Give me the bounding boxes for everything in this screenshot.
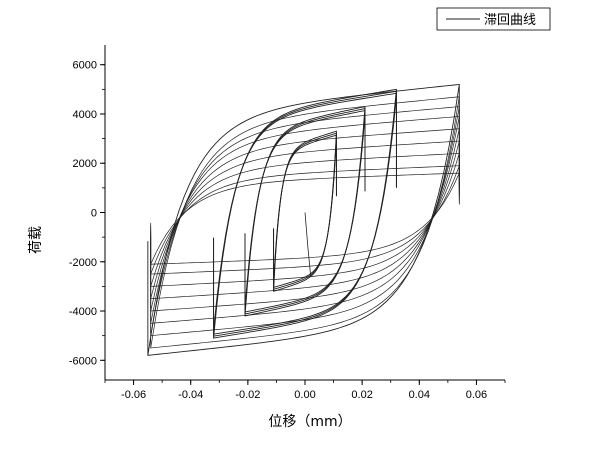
- legend-box: [436, 7, 551, 31]
- legend: 滞回曲线: [436, 7, 551, 31]
- y-tick-label: 2000: [73, 158, 97, 170]
- x-tick-label: 0.04: [409, 389, 430, 401]
- y-tick-label: 6000: [73, 60, 97, 72]
- legend-label: 滞回曲线: [484, 13, 536, 28]
- y-tick-label: -4000: [69, 306, 97, 318]
- degrading-loop: [150, 116, 460, 324]
- hysteresis-loop: [273, 132, 337, 290]
- hysteresis-curves: [147, 83, 460, 356]
- degrading-loop: [150, 140, 460, 300]
- degrading-loop: [150, 172, 460, 265]
- hysteresis-loop: [213, 92, 397, 335]
- hysteresis-loop: [244, 106, 366, 317]
- x-tick-label: 0.06: [466, 389, 487, 401]
- x-tick-label: 0.02: [351, 389, 372, 401]
- hysteresis-loop: [273, 130, 337, 292]
- x-tick-label: -0.04: [178, 389, 203, 401]
- initial-load-line: [304, 212, 312, 277]
- y-tick-label: -2000: [69, 257, 97, 269]
- x-tick-label: -0.02: [235, 389, 260, 401]
- y-tick-label: 0: [91, 208, 97, 220]
- y-tick-label: 4000: [73, 109, 97, 121]
- x-tick-label: 0.00: [294, 389, 315, 401]
- axes: -0.06 -0.04 -0.02 0.00 0.02 0.04 0.06 -6000 -400…: [69, 45, 506, 401]
- x-tick-label: -0.06: [121, 389, 146, 401]
- x-axis-title: 位移（mm）: [268, 414, 351, 430]
- y-tick-label: -6000: [69, 355, 97, 367]
- y-axis-title: 荷载: [28, 226, 44, 254]
- degrading-loop: [150, 96, 460, 349]
